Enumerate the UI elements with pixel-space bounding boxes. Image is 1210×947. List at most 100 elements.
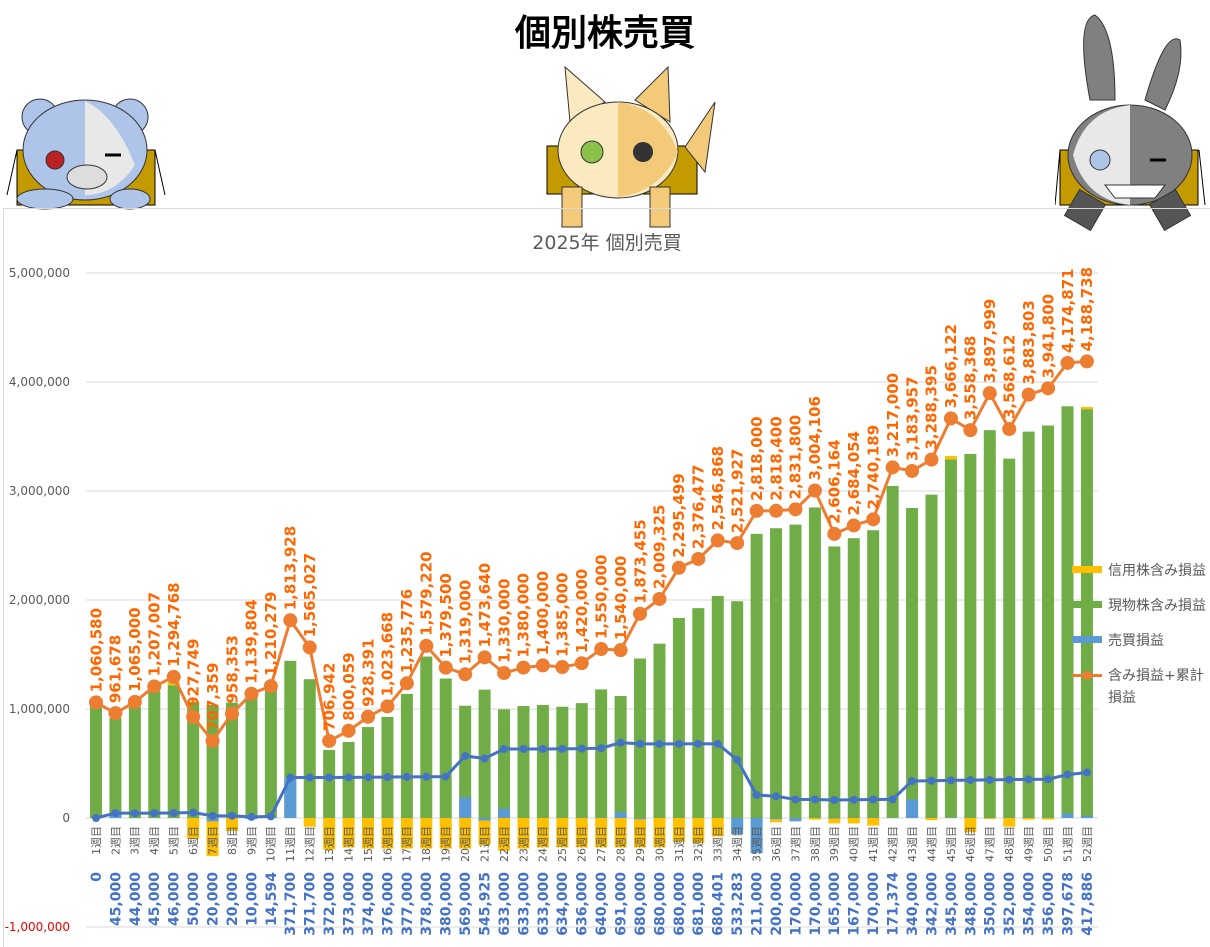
cumulative-data-label: 10,000	[244, 872, 260, 926]
realized-bar	[906, 800, 918, 818]
cumulative-point	[655, 740, 663, 748]
realized-bar	[634, 818, 646, 819]
y-tick-label: 2,000,000	[9, 593, 70, 607]
cumulative-point	[869, 795, 877, 803]
total-point	[555, 660, 569, 674]
cumulative-data-label: 680,000	[652, 872, 668, 936]
total-point	[866, 512, 880, 526]
realized-bar	[770, 818, 782, 819]
cumulative-data-label: 165,000	[827, 872, 843, 936]
spot-bar	[848, 538, 860, 818]
margin-bar	[828, 818, 840, 823]
spot-bar	[809, 507, 821, 818]
cumulative-data-label: 342,000	[924, 872, 940, 936]
cumulative-data-label: 545,925	[478, 872, 494, 936]
cumulative-point	[383, 773, 391, 781]
spot-bar	[751, 534, 763, 818]
total-data-label: 927,749	[184, 639, 202, 707]
x-tick-label: 51週目	[1061, 826, 1074, 862]
cumulative-point	[714, 740, 722, 748]
total-data-label: 1,550,000	[592, 555, 610, 639]
cumulative-data-label: 533,283	[730, 872, 746, 936]
cumulative-point	[286, 773, 294, 781]
rabbit-mascot-image	[1055, 10, 1210, 235]
total-point	[303, 640, 317, 654]
total-point	[1041, 381, 1055, 395]
total-data-label: 1,385,000	[554, 573, 572, 657]
total-data-label: 1,023,668	[379, 612, 397, 696]
spot-bar	[615, 696, 627, 818]
total-point	[322, 734, 336, 748]
realized-bar	[1081, 816, 1093, 818]
total-data-label: 3,897,999	[981, 299, 999, 383]
cumulative-point	[345, 773, 353, 781]
cumulative-point	[267, 812, 275, 820]
spot-bar	[576, 703, 588, 818]
x-tick-label: 42週目	[886, 826, 899, 862]
spot-bar	[381, 717, 393, 818]
page-title: 個別株売買	[0, 4, 1210, 56]
total-point	[167, 670, 181, 684]
x-tick-label: 39週目	[828, 826, 841, 862]
cumulative-point	[636, 740, 644, 748]
cumulative-data-label: 633,000	[536, 872, 552, 936]
x-tick-label: 27週目	[595, 826, 608, 862]
x-tick-label: 38週目	[809, 826, 822, 862]
cumulative-point	[170, 809, 178, 817]
total-point	[89, 695, 103, 709]
total-point	[711, 533, 725, 547]
cumulative-data-label: 0	[89, 872, 105, 882]
cumulative-data-label: 340,000	[905, 872, 921, 936]
legend-item: 現物株含み損益	[1072, 595, 1208, 630]
cumulative-data-label: 373,000	[341, 872, 357, 936]
total-point	[536, 658, 550, 672]
spot-bar	[906, 508, 918, 818]
spot-bar	[867, 530, 879, 818]
cumulative-point	[753, 791, 761, 799]
cumulative-line	[96, 743, 1087, 818]
cumulative-data-label: 170,000	[788, 872, 804, 936]
total-data-label: 2,831,800	[787, 415, 805, 499]
x-tick-label: 32週目	[692, 826, 705, 862]
cumulative-point	[908, 777, 916, 785]
x-tick-label: 18週目	[420, 826, 433, 862]
total-data-label: 707,359	[204, 663, 222, 731]
total-data-label: 1,400,000	[534, 571, 552, 655]
legend-item: 含み損益+累計損益	[1072, 665, 1208, 709]
cumulative-point	[578, 745, 586, 753]
cumulative-point	[442, 773, 450, 781]
total-data-label: 3,217,000	[884, 373, 902, 457]
cumulative-point	[927, 777, 935, 785]
margin-bar	[848, 818, 860, 823]
total-data-label: 1,565,027	[301, 553, 319, 637]
spot-bar	[653, 644, 665, 818]
cumulative-data-label: 350,000	[983, 872, 999, 936]
total-point	[225, 707, 239, 721]
legend-label: 売買損益	[1108, 630, 1208, 652]
total-data-label: 958,353	[223, 635, 241, 703]
total-data-label: 1,813,928	[282, 526, 300, 610]
total-data-label: 3,558,368	[962, 336, 980, 420]
cumulative-point	[150, 809, 158, 817]
cumulative-data-label: 691,000	[614, 872, 630, 936]
x-tick-label: 12週目	[304, 826, 317, 862]
total-point	[983, 386, 997, 400]
total-point	[1002, 422, 1016, 436]
x-tick-label: 40週目	[848, 826, 861, 862]
realized-bar	[828, 818, 840, 819]
total-data-label: 2,740,189	[864, 425, 882, 509]
total-data-label: 2,546,868	[709, 446, 727, 530]
total-data-label: 3,288,395	[923, 365, 941, 449]
cumulative-point	[1083, 768, 1091, 776]
cumulative-data-label: 633,000	[516, 872, 532, 936]
x-tick-label: 43週目	[906, 826, 919, 862]
spot-bar	[304, 679, 316, 818]
cumulative-data-label: 200,000	[769, 872, 785, 936]
spot-bar	[595, 689, 607, 818]
chart-legend: 信用株含み損益現物株含み損益売買損益含み損益+累計損益	[1072, 560, 1208, 709]
x-tick-label: 31週目	[673, 826, 686, 862]
x-tick-label: 45週目	[945, 826, 958, 862]
realized-bar	[459, 797, 471, 818]
total-point	[594, 642, 608, 656]
